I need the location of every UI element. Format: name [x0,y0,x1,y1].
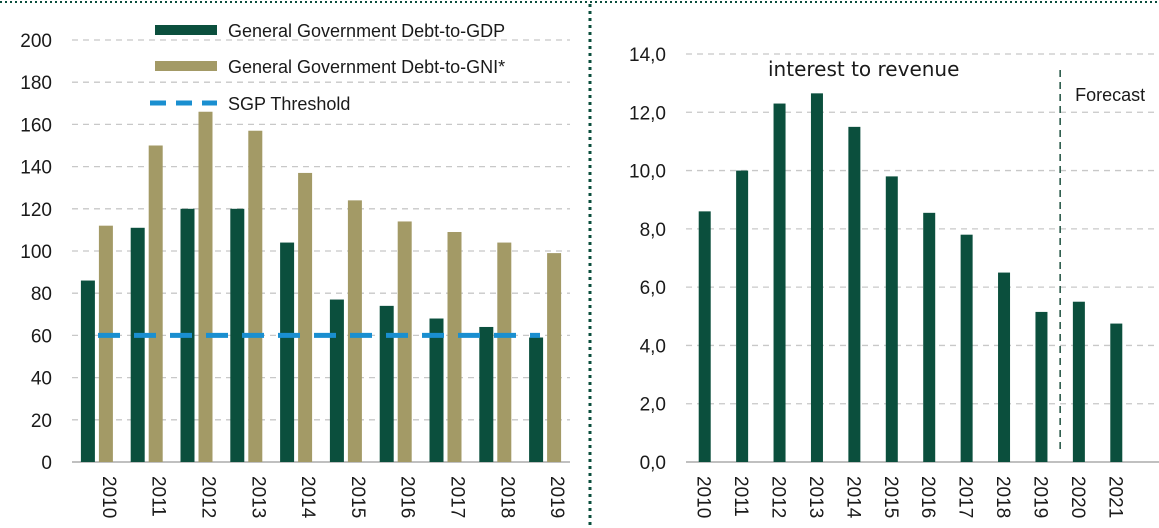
right-y-tick-label: 12,0 [629,103,666,124]
right-x-tick-label: 2019 [1029,476,1050,518]
bar-interest-to-revenue [885,176,898,462]
left-x-tick-label: 2014 [297,476,318,519]
bar-debt-to-gdp [529,337,544,462]
bar-interest-to-revenue [698,211,711,462]
left-y-tick-label: 80 [31,284,52,305]
right-x-tick-label: 2021 [1104,476,1125,518]
left-y-tick-label: 40 [31,369,52,390]
bar-debt-to-gdp [329,299,344,462]
bar-interest-to-revenue [923,212,936,462]
right-x-tick-label: 2018 [992,476,1013,518]
right-x-tick-label: 2011 [730,476,751,517]
left-y-tick-label: 60 [31,326,52,347]
left-x-tick-label: 2016 [397,476,418,518]
left-y-tick-label: 100 [20,242,52,263]
right-x-tick-label: 2020 [1067,476,1088,518]
legend-label-debt-to-gdp: General Government Debt-to-GDP [228,21,505,41]
right-x-tick-label: 2015 [880,476,901,518]
legend-label-sgp-threshold: SGP Threshold [228,94,350,114]
left-x-tick-label: 2011 [148,476,169,517]
left-x-tick-label: 2013 [247,476,268,518]
right-y-tick-label: 10,0 [629,162,666,183]
right-x-tick-label: 2014 [842,476,863,519]
right-y-tick-label: 4,0 [640,336,666,357]
bar-debt-to-gni [198,111,213,463]
right-y-tick-label: 8,0 [640,220,666,241]
bar-interest-to-revenue [998,272,1011,462]
bar-debt-to-gni [298,172,313,462]
left-x-tick-label: 2010 [98,476,119,518]
left-x-tick-label: 2017 [447,476,468,518]
bar-debt-to-gdp [280,242,295,462]
bar-interest-to-revenue [1072,301,1085,462]
bar-interest-to-revenue [736,170,749,463]
bar-debt-to-gni [497,242,512,462]
left-y-tick-label: 120 [20,200,52,221]
bar-debt-to-gni [248,130,263,463]
right-x-tick-label: 2013 [805,476,826,518]
right-y-tick-label: 6,0 [640,278,666,299]
left-y-tick-label: 0 [41,453,52,474]
right-y-tick-label: 0,0 [640,453,666,474]
bar-debt-to-gni [347,200,362,463]
right-x-tick-label: 2010 [693,476,714,518]
left-y-tick-label: 160 [20,115,52,136]
right-x-tick-label: 2017 [955,476,976,518]
bar-debt-to-gdp [479,326,494,462]
bar-debt-to-gni [148,145,163,462]
right-y-tick-label: 14,0 [629,45,666,66]
bar-debt-to-gdp [230,208,245,462]
left-y-tick-label: 20 [31,411,52,432]
bar-interest-to-revenue [1035,311,1048,462]
bar-interest-to-revenue [773,103,786,463]
bar-interest-to-revenue [960,234,973,462]
left-x-tick-label: 2018 [496,476,517,518]
left-x-tick-label: 2012 [198,476,219,518]
bar-debt-to-gdp [80,280,95,462]
bar-interest-to-revenue [1110,323,1123,462]
left-x-tick-label: 2015 [347,476,368,518]
right-x-tick-label: 2012 [768,476,789,518]
bar-debt-to-gdp [429,318,444,462]
bar-debt-to-gni [547,253,562,462]
bar-interest-to-revenue [848,126,861,462]
bar-debt-to-gdp [379,305,394,462]
legend-label-debt-to-gni: General Government Debt-to-GNI* [228,57,505,77]
left-y-tick-label: 180 [20,73,52,94]
bar-debt-to-gni [447,232,462,462]
right-x-tick-label: 2016 [917,476,938,518]
right-chart-title: interest to revenue [768,57,959,81]
right-y-tick-label: 2,0 [640,395,666,416]
left-x-tick-label: 2019 [546,476,567,518]
forecast-label: Forecast [1075,85,1145,105]
bar-debt-to-gdp [130,227,145,462]
bar-interest-to-revenue [810,93,823,462]
bar-debt-to-gni [397,221,412,462]
left-y-tick-label: 140 [20,158,52,179]
left-y-tick-label: 200 [20,31,52,52]
bar-debt-to-gni [98,225,113,462]
